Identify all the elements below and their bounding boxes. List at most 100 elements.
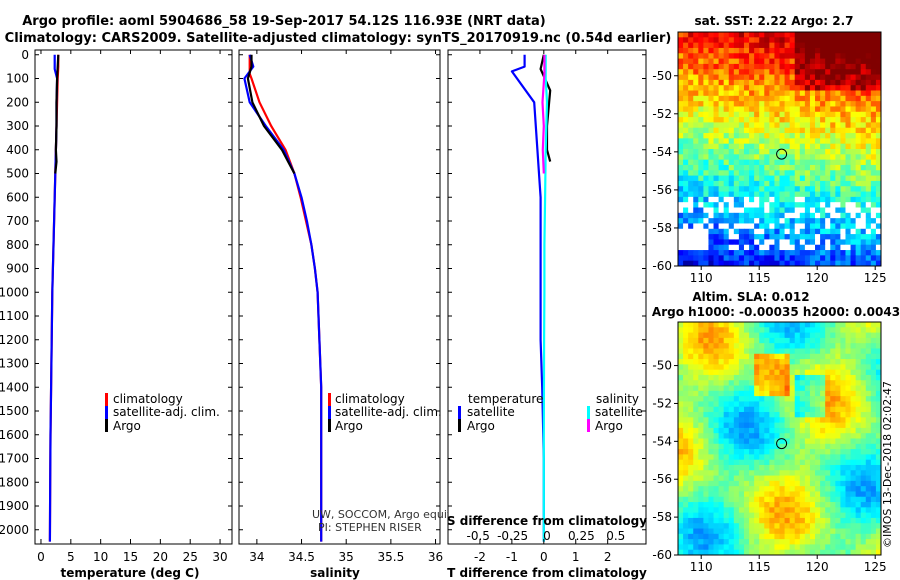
heatmap-cell — [728, 218, 735, 224]
heatmap-cell — [820, 186, 826, 192]
imos-watermark: ©IMOS 13-Dec-2018 02:02:47 — [881, 381, 894, 548]
heatmap-cell — [769, 63, 775, 70]
heatmap-cell — [794, 79, 801, 86]
heatmap-cell — [708, 69, 714, 75]
heatmap-cell — [875, 327, 882, 333]
heatmap-cell — [830, 58, 836, 65]
heatmap-cell — [703, 106, 709, 113]
heatmap-cell — [688, 507, 694, 514]
heatmap-cell — [825, 85, 831, 91]
heatmap-cell — [865, 196, 872, 203]
heatmap-cell — [779, 517, 785, 524]
heatmap-cell — [708, 359, 714, 365]
heatmap-cell — [683, 207, 689, 214]
heatmap-cell — [855, 549, 862, 556]
heatmap-cell — [703, 374, 709, 381]
heatmap-cell — [804, 127, 811, 134]
heatmap-cell — [860, 170, 867, 176]
lat-tick-label: -50 — [652, 359, 672, 373]
heatmap-cell — [784, 175, 791, 182]
heatmap-cell — [764, 212, 770, 219]
heatmap-cell — [835, 106, 841, 113]
heatmap-cell — [784, 385, 791, 392]
heatmap-cell — [713, 149, 719, 155]
heatmap-cell — [769, 79, 775, 86]
heatmap-cell — [799, 502, 806, 508]
heatmap-cell — [728, 496, 735, 503]
heatmap-cell — [723, 544, 730, 551]
heatmap-cell — [799, 260, 806, 267]
heatmap-cell — [708, 459, 714, 466]
heatmap-cell — [774, 369, 780, 376]
heatmap-cell — [875, 175, 882, 182]
heatmap-cell — [718, 250, 725, 256]
heatmap-cell — [845, 154, 851, 161]
heatmap-cell — [799, 491, 806, 498]
heatmap-cell — [693, 454, 699, 461]
heatmap-cell — [718, 170, 725, 176]
heatmap-cell — [683, 512, 689, 519]
heatmap-cell — [718, 63, 725, 70]
sla-map-frame — [677, 321, 882, 556]
heatmap-cell — [688, 228, 694, 235]
heatmap-cell — [865, 412, 872, 418]
heatmap-cell — [728, 422, 735, 429]
heatmap-cell — [708, 159, 714, 166]
heatmap-cell — [855, 443, 862, 450]
heatmap-cell — [840, 32, 846, 38]
heatmap-cell — [875, 79, 882, 86]
heatmap-cell — [789, 443, 796, 450]
heatmap-cell — [830, 47, 836, 54]
heatmap-cell — [718, 332, 725, 339]
heatmap-cell — [723, 138, 730, 145]
heatmap-cell — [774, 475, 780, 482]
heatmap-cell — [794, 390, 801, 397]
heatmap-cell — [804, 353, 811, 360]
heatmap-cell — [728, 95, 735, 102]
heatmap-cell — [794, 117, 801, 123]
heatmap-cell — [698, 385, 704, 392]
heatmap-cell — [723, 234, 730, 240]
depth-tick-label: 1500 — [0, 404, 29, 418]
heatmap-cell — [698, 63, 704, 70]
heatmap-cell — [870, 74, 877, 81]
x-tick-label: 2 — [604, 550, 612, 564]
heatmap-cell — [738, 53, 745, 59]
heatmap-cell — [784, 517, 791, 524]
heatmap-cell — [743, 496, 750, 503]
heatmap-cell — [784, 228, 791, 235]
heatmap-cell — [870, 149, 877, 155]
heatmap-cell — [693, 170, 699, 176]
heatmap-cell — [769, 385, 775, 392]
heatmap-cell — [743, 260, 750, 267]
heatmap-cell — [789, 95, 796, 102]
heatmap-cell — [840, 401, 846, 408]
heatmap-cell — [723, 53, 730, 59]
heatmap-cell — [703, 255, 709, 262]
heatmap-cell — [769, 353, 775, 360]
heatmap-cell — [840, 85, 846, 91]
heatmap-cell — [865, 374, 872, 381]
heatmap-cell — [794, 90, 801, 97]
heatmap-cell — [738, 549, 745, 556]
heatmap-cell — [693, 191, 699, 198]
heatmap-cell — [769, 539, 775, 545]
heatmap-cell — [708, 42, 714, 49]
heatmap-cell — [875, 539, 882, 545]
heatmap-cell — [743, 244, 750, 251]
heatmap-cell — [703, 385, 709, 392]
heatmap-cell — [840, 523, 846, 529]
heatmap-cell — [799, 512, 806, 519]
heatmap-cell — [870, 69, 877, 75]
heatmap-cell — [759, 401, 765, 408]
heatmap-cell — [764, 69, 770, 75]
heatmap-cell — [840, 191, 846, 198]
heatmap-cell — [804, 517, 811, 524]
heatmap-cell — [870, 533, 877, 540]
heatmap-cell — [804, 37, 811, 44]
heatmap-cell — [698, 37, 704, 44]
heatmap-cell — [860, 502, 867, 508]
heatmap-cell — [875, 228, 882, 235]
heatmap-cell — [799, 486, 806, 492]
heatmap-cell — [789, 239, 796, 246]
